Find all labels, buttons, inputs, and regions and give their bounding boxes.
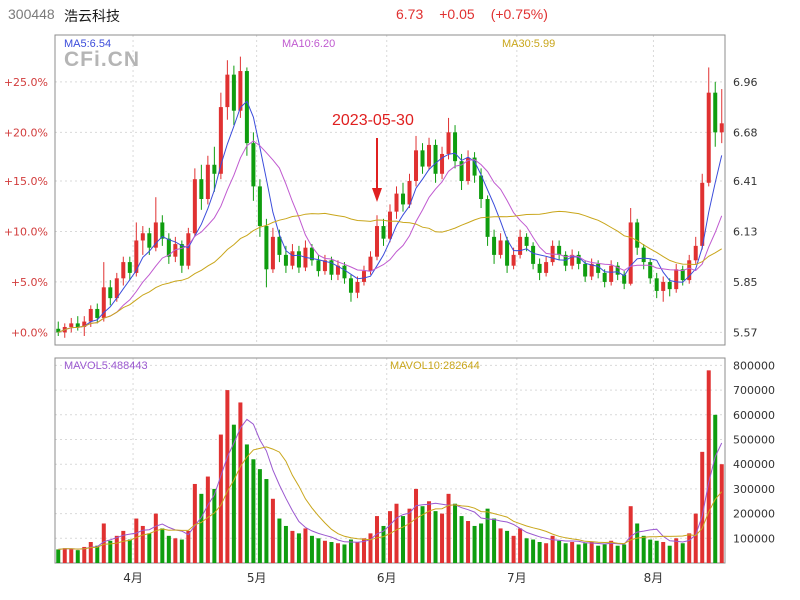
main-chart-canvas: +25.0% 6.96 +20.0% 6.68 +15.0% 6.41 +10.0% 6.13… bbox=[4, 34, 758, 346]
mavol5-legend: MAVOL5:488443 bbox=[64, 360, 148, 372]
volume-chart-canvas: 800000 700000 600000 500000 400000 300000 2000… bbox=[54, 357, 775, 585]
svg-text:6.68: 6.68 bbox=[733, 126, 758, 139]
mavol10-legend: MAVOL10:282644 bbox=[390, 360, 480, 372]
svg-text:100000: 100000 bbox=[733, 532, 775, 545]
cfi-watermark: CFi.CN bbox=[64, 48, 140, 71]
svg-text:8月: 8月 bbox=[644, 571, 664, 585]
event-date-label: 2023-05-30 bbox=[332, 112, 414, 129]
svg-text:6月: 6月 bbox=[377, 571, 397, 585]
svg-text:6.13: 6.13 bbox=[733, 225, 758, 238]
last-price: 6.73 bbox=[396, 6, 424, 22]
svg-text:+10.0%: +10.0% bbox=[4, 225, 48, 238]
svg-text:400000: 400000 bbox=[733, 458, 775, 471]
price-change: +0.05 bbox=[439, 6, 475, 22]
svg-text:300000: 300000 bbox=[733, 483, 775, 496]
price-change-percent: (+0.75%) bbox=[490, 6, 548, 22]
stock-code: 300448 bbox=[8, 6, 55, 22]
svg-text:5.57: 5.57 bbox=[733, 326, 758, 339]
svg-text:800000: 800000 bbox=[733, 359, 775, 372]
svg-text:7月: 7月 bbox=[507, 571, 527, 585]
price-quote: 6.73 +0.05 (+0.75%) bbox=[396, 6, 548, 22]
svg-text:500000: 500000 bbox=[733, 434, 775, 447]
event-arrow-icon bbox=[372, 138, 382, 202]
svg-text:5月: 5月 bbox=[247, 571, 267, 585]
header: 300448 浩云科技 6.73 +0.05 (+0.75%) bbox=[0, 6, 800, 26]
volume-panel[interactable]: 800000 700000 600000 500000 400000 300000 2000… bbox=[0, 350, 800, 600]
ma10-legend: MA10:6.20 bbox=[282, 38, 336, 50]
svg-text:6.41: 6.41 bbox=[733, 175, 758, 188]
svg-text:200000: 200000 bbox=[733, 508, 775, 521]
svg-text:700000: 700000 bbox=[733, 384, 775, 397]
svg-text:+25.0%: +25.0% bbox=[4, 76, 48, 89]
stock-name: 浩云科技 bbox=[64, 8, 120, 24]
svg-text:+20.0%: +20.0% bbox=[4, 126, 48, 139]
svg-text:+0.0%: +0.0% bbox=[11, 326, 48, 339]
svg-text:5.85: 5.85 bbox=[733, 276, 758, 289]
svg-text:+5.0%: +5.0% bbox=[11, 276, 48, 289]
svg-text:600000: 600000 bbox=[733, 409, 775, 422]
main-candlestick-panel[interactable]: +25.0% 6.96 +20.0% 6.68 +15.0% 6.41 +10.0% 6.13… bbox=[0, 30, 800, 360]
svg-text:+15.0%: +15.0% bbox=[4, 175, 48, 188]
ma30-legend: MA30:5.99 bbox=[502, 38, 556, 50]
svg-text:6.96: 6.96 bbox=[733, 76, 758, 89]
ma5-legend: MA5:6.54 bbox=[64, 38, 112, 50]
svg-text:4月: 4月 bbox=[123, 571, 143, 585]
